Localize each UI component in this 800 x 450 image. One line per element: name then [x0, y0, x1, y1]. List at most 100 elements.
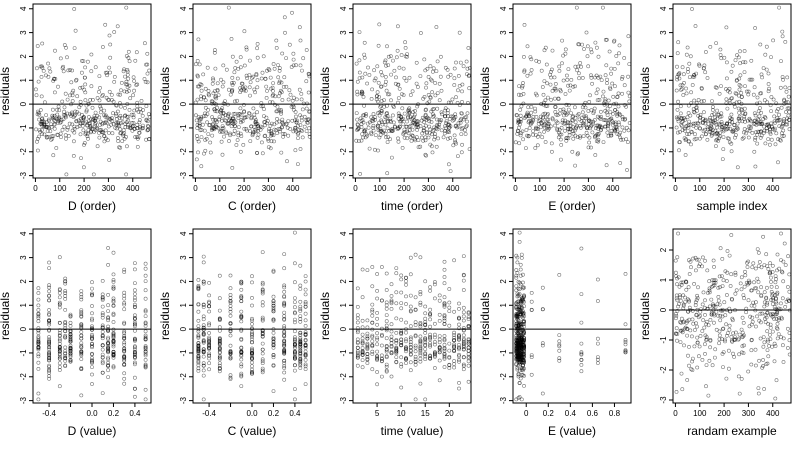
y-tick-label: 3: [339, 30, 348, 35]
data-point: [206, 132, 211, 137]
data-point: [228, 373, 233, 378]
data-point: [228, 321, 233, 326]
data-point: [280, 98, 285, 102]
data-point: [64, 136, 68, 141]
data-point: [763, 320, 768, 325]
data-point: [566, 136, 571, 141]
data-point: [379, 129, 383, 133]
data-point: [751, 261, 756, 266]
data-point: [106, 335, 111, 340]
data-point: [602, 101, 606, 106]
data-point: [550, 89, 555, 93]
data-point: [355, 89, 360, 94]
data-point: [384, 135, 389, 140]
data-point: [585, 126, 589, 131]
data-point: [777, 124, 782, 129]
data-point: [549, 141, 554, 146]
data-point: [355, 92, 360, 97]
data-point: [415, 122, 420, 127]
data-point: [552, 75, 557, 80]
data-point: [286, 133, 291, 138]
data-point: [607, 117, 612, 122]
data-point: [375, 382, 380, 387]
x-tick-label: 0.2: [268, 409, 280, 418]
data-point: [371, 123, 376, 128]
data-point: [385, 103, 389, 108]
data-point: [770, 302, 775, 306]
data-point: [529, 353, 534, 358]
data-point: [612, 67, 617, 71]
data-point: [768, 275, 773, 280]
data-point: [217, 273, 222, 278]
data-point: [370, 344, 375, 349]
data-point: [769, 290, 774, 294]
data-point: [370, 313, 375, 318]
data-point: [675, 107, 680, 112]
data-point: [370, 339, 375, 344]
data-point: [299, 128, 303, 133]
data-point: [360, 89, 364, 94]
data-point: [254, 72, 259, 76]
y-axis-label: residuals: [160, 292, 172, 340]
data-point: [307, 126, 312, 131]
data-point: [522, 55, 526, 59]
data-point: [517, 239, 522, 244]
data-point: [684, 287, 689, 292]
data-point: [535, 126, 540, 131]
data-point: [603, 97, 608, 102]
data-point: [198, 128, 203, 133]
data-point: [132, 79, 137, 83]
data-point: [727, 122, 732, 127]
data-point: [290, 10, 294, 15]
data-point: [718, 53, 723, 57]
data-point: [610, 81, 615, 86]
data-point: [106, 337, 111, 342]
data-point: [90, 382, 94, 386]
data-point: [298, 123, 303, 127]
data-point: [216, 93, 221, 98]
data-point: [431, 115, 436, 119]
data-point: [205, 65, 210, 70]
data-point: [737, 87, 742, 92]
data-point: [775, 321, 780, 326]
data-point: [128, 126, 133, 131]
data-point: [573, 128, 577, 133]
data-point: [570, 118, 575, 123]
data-point: [787, 272, 792, 277]
data-point: [580, 110, 585, 115]
data-point: [370, 302, 375, 307]
data-point: [101, 45, 105, 49]
data-point: [384, 306, 389, 311]
data-point: [370, 284, 375, 289]
data-point: [355, 337, 360, 342]
data-point: [131, 75, 136, 80]
data-point: [100, 323, 105, 328]
data-point: [567, 130, 572, 135]
data-point: [260, 359, 265, 364]
data-point: [404, 275, 408, 280]
data-point: [210, 133, 215, 138]
data-point: [132, 295, 137, 300]
data-point: [410, 89, 415, 94]
data-point: [678, 111, 683, 116]
data-point: [111, 333, 116, 338]
data-point: [442, 304, 447, 309]
data-point: [767, 271, 772, 276]
data-point: [692, 74, 697, 79]
data-point: [292, 261, 297, 266]
data-point: [124, 5, 129, 10]
data-point: [457, 30, 462, 35]
data-point: [47, 335, 52, 339]
data-point: [111, 272, 116, 277]
data-point: [252, 116, 257, 120]
data-point: [379, 99, 384, 103]
data-point: [741, 351, 746, 356]
data-point: [708, 45, 713, 49]
data-point: [749, 322, 754, 327]
data-point: [369, 132, 374, 137]
data-point: [112, 75, 117, 79]
data-point: [250, 357, 254, 362]
data-point: [557, 344, 562, 349]
y-tick-label: 3: [179, 30, 188, 35]
data-point: [517, 368, 522, 373]
